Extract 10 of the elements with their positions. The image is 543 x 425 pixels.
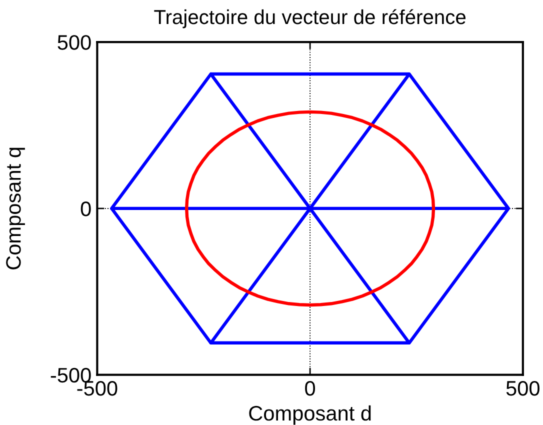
x-tick-label: -500	[77, 380, 118, 396]
y-tick-label: 0	[80, 201, 91, 216]
chart-title: Trajectoire du vecteur de référence	[154, 9, 466, 28]
x-axis-title: Composant d	[249, 405, 371, 425]
y-tick-label: -500	[50, 368, 91, 383]
x-tick-label: 0	[305, 380, 316, 396]
y-tick-label: 500	[58, 35, 91, 50]
y-axis-title: Composant q	[6, 148, 25, 270]
line-series	[184, 110, 436, 307]
x-tick-label: 500	[506, 380, 540, 396]
